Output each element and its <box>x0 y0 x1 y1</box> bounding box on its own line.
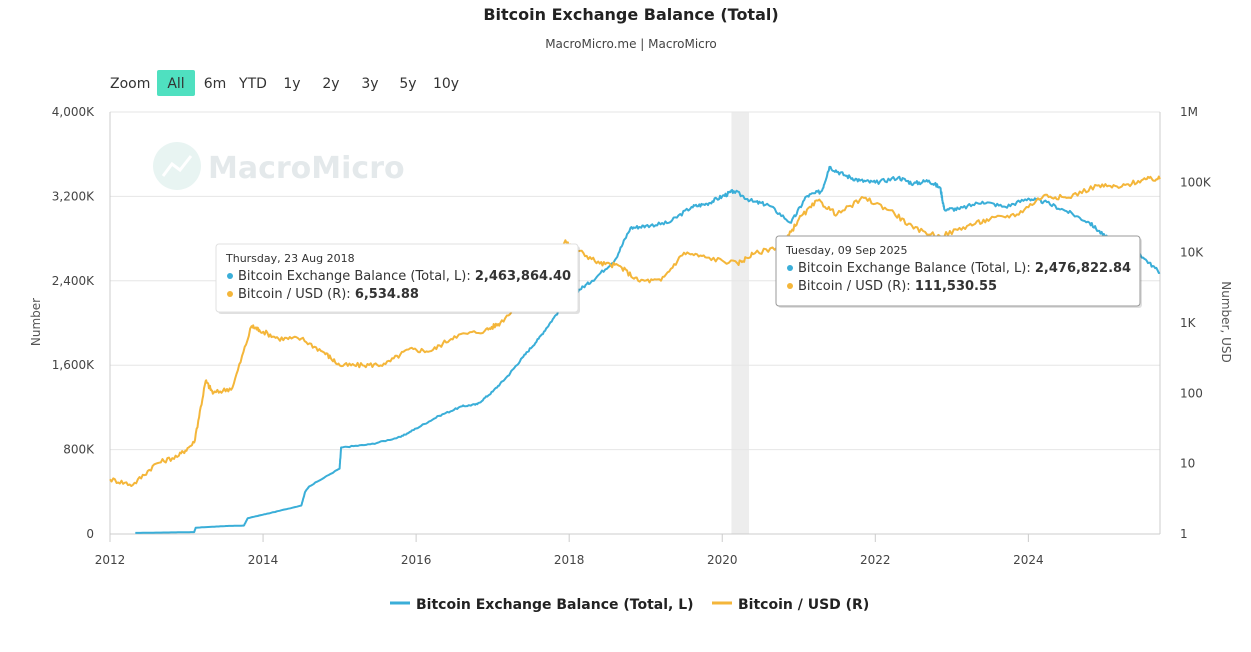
zoom-button-label: YTD <box>238 76 267 92</box>
tooltip-label: Bitcoin Exchange Balance (Total, L): <box>238 269 475 284</box>
zoom-button-5y[interactable]: 5y <box>399 76 416 92</box>
tooltip-marker <box>227 291 233 297</box>
tooltip-line: Bitcoin / USD (R): 111,530.55 <box>798 279 997 294</box>
legend-label: Bitcoin Exchange Balance (Total, L) <box>416 597 694 613</box>
watermark-icon-stroke <box>161 155 193 177</box>
legend-item-2[interactable]: Bitcoin / USD (R) <box>712 597 869 613</box>
y-left-tick-label: 0 <box>86 527 94 541</box>
tooltip-label: Bitcoin / USD (R): <box>238 287 355 302</box>
zoom-button-all[interactable]: All <box>157 70 195 96</box>
zoom-button-label: 1y <box>283 76 300 92</box>
chart-subtitle: MacroMicro.me | MacroMicro <box>545 37 717 51</box>
legend-item-1[interactable]: Bitcoin Exchange Balance (Total, L) <box>390 597 694 613</box>
x-tick-label: 2024 <box>1013 553 1044 567</box>
zoom-button-label: All <box>167 76 184 92</box>
x-tick-label: 2014 <box>248 553 279 567</box>
y-left-tick-label: 2,400K <box>52 274 95 288</box>
watermark-logo: MacroMicro <box>153 142 405 190</box>
zoom-active-bg <box>157 70 195 96</box>
tooltip-box <box>215 243 579 313</box>
zoom-button-label: 5y <box>399 76 416 92</box>
x-tick-label: 2018 <box>554 553 585 567</box>
tooltip-value: 111,530.55 <box>915 279 997 294</box>
tooltip-box <box>775 235 1141 307</box>
zoom-button-label: 2y <box>322 76 339 92</box>
tooltip-marker <box>227 273 233 279</box>
tooltip-line: Bitcoin / USD (R): 6,534.88 <box>238 287 419 302</box>
y-left-axis: 0 800K 1,600K 2,400K 3,200K 4,000K <box>52 105 95 541</box>
x-axis: 2012 2014 2016 2018 2020 2022 2024 <box>95 534 1044 567</box>
legend: Bitcoin Exchange Balance (Total, L) Bitco… <box>390 597 869 613</box>
tooltip-2: Tuesday, 09 Sep 2025 Bitcoin Exchange Bal… <box>775 235 1142 308</box>
zoom-button-3y[interactable]: 3y <box>361 76 378 92</box>
zoom-button-10y[interactable]: 10y <box>433 76 459 92</box>
series-line-balance <box>135 165 1161 534</box>
y-right-tick-label: 10 <box>1180 457 1195 471</box>
zoom-button-2y[interactable]: 2y <box>322 76 339 92</box>
tooltip-label: Bitcoin / USD (R): <box>798 279 915 294</box>
tooltip-value: 6,534.88 <box>355 287 419 302</box>
x-tick-label: 2020 <box>707 553 738 567</box>
series-line-price <box>109 175 1161 487</box>
tooltip-value: 2,476,822.84 <box>1035 261 1131 276</box>
tooltip-line: Bitcoin Exchange Balance (Total, L): 2,4… <box>238 269 571 284</box>
y-right-tick-label: 1M <box>1180 105 1198 119</box>
zoom-button-label: 3y <box>361 76 378 92</box>
highlight-band <box>731 112 750 534</box>
y-right-tick-label: 100 <box>1180 386 1203 400</box>
zoom-controls: Zoom All 6m YTD 1y 2y 3y 5y 10y <box>110 70 459 96</box>
zoom-button-1y[interactable]: 1y <box>283 76 300 92</box>
tooltip-label: Bitcoin Exchange Balance (Total, L): <box>798 261 1035 276</box>
tooltip-1: Thursday, 23 Aug 2018 Bitcoin Exchange Ba… <box>215 243 580 314</box>
series-lines <box>109 165 1161 534</box>
tooltips: Thursday, 23 Aug 2018 Bitcoin Exchange Ba… <box>215 235 1142 314</box>
y-right-axis-title: Number, USD <box>1219 281 1233 362</box>
zoom-button-ytd[interactable]: YTD <box>238 76 267 92</box>
y-left-tick-label: 1,600K <box>52 358 95 372</box>
tooltip-marker <box>787 265 793 271</box>
tooltip-date: Tuesday, 09 Sep 2025 <box>785 244 907 257</box>
x-tick-label: 2022 <box>860 553 891 567</box>
zoom-button-label: 6m <box>204 76 227 92</box>
y-right-tick-label: 1 <box>1180 527 1188 541</box>
tooltip-marker <box>787 283 793 289</box>
x-tick-label: 2012 <box>95 553 126 567</box>
legend-label: Bitcoin / USD (R) <box>738 597 869 613</box>
y-right-tick-label: 10K <box>1180 246 1204 260</box>
y-right-axis: 1 10 100 1K 10K 100K 1M <box>1180 105 1212 541</box>
tooltip-line: Bitcoin Exchange Balance (Total, L): 2,4… <box>798 261 1131 276</box>
tooltip-value: 2,463,864.40 <box>475 269 571 284</box>
chart-title: Bitcoin Exchange Balance (Total) <box>483 5 778 24</box>
watermark-text: MacroMicro <box>208 151 405 186</box>
zoom-button-6m[interactable]: 6m <box>204 76 227 92</box>
y-left-axis-title: Number <box>29 298 43 346</box>
grid-lines <box>109 111 1161 535</box>
zoom-label: Zoom <box>110 76 150 92</box>
tooltip-date: Thursday, 23 Aug 2018 <box>225 252 355 265</box>
y-left-tick-label: 800K <box>63 443 95 457</box>
recession-band <box>731 112 750 534</box>
y-left-tick-label: 4,000K <box>52 105 95 119</box>
y-left-tick-label: 3,200K <box>52 189 95 203</box>
y-right-tick-label: 1K <box>1180 316 1197 330</box>
zoom-button-label: 10y <box>433 76 459 92</box>
y-right-tick-label: 100K <box>1180 175 1212 189</box>
x-tick-label: 2016 <box>401 553 432 567</box>
